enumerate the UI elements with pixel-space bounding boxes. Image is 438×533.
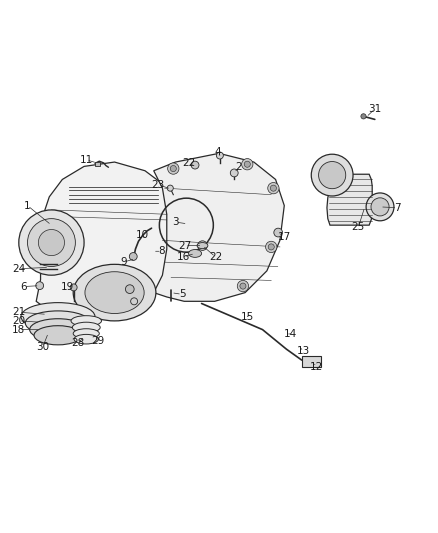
Text: 28: 28 [71,338,84,348]
Text: 8: 8 [158,246,165,256]
Text: 14: 14 [284,329,297,339]
Polygon shape [36,162,176,319]
Circle shape [361,114,366,119]
Circle shape [268,244,274,250]
Text: 12: 12 [310,361,324,372]
Circle shape [125,285,134,294]
Text: 25: 25 [352,222,365,232]
Text: 22: 22 [209,252,222,262]
Text: 19: 19 [61,282,74,293]
Circle shape [311,154,353,196]
Circle shape [28,219,75,266]
Ellipse shape [34,326,82,345]
Circle shape [167,185,173,191]
Circle shape [274,228,283,237]
Text: 31: 31 [368,104,381,114]
Ellipse shape [25,311,91,335]
Text: 21: 21 [12,307,25,317]
Circle shape [39,230,64,256]
Text: 7: 7 [394,203,401,213]
Circle shape [230,169,238,177]
Text: 3: 3 [172,217,179,227]
Text: 9: 9 [120,257,127,267]
Polygon shape [154,154,284,301]
Circle shape [131,298,138,305]
Text: 2: 2 [235,162,242,172]
Text: 22: 22 [182,158,195,168]
Text: 4: 4 [215,148,222,157]
Text: 20: 20 [12,316,25,326]
Text: 29: 29 [92,336,105,346]
Circle shape [240,283,246,289]
Ellipse shape [71,316,102,326]
Ellipse shape [188,249,201,257]
Text: 27: 27 [178,240,192,251]
Circle shape [191,161,199,169]
Text: 18: 18 [12,325,25,335]
Circle shape [366,193,394,221]
Circle shape [36,282,44,289]
Circle shape [371,198,389,216]
Text: 10: 10 [136,230,149,240]
Circle shape [244,161,251,167]
Text: 1: 1 [24,200,31,211]
Polygon shape [327,174,372,225]
Text: 30: 30 [36,342,49,352]
Circle shape [318,161,346,189]
Text: 6: 6 [21,281,27,292]
Circle shape [168,163,179,174]
Ellipse shape [73,264,156,321]
Circle shape [170,166,177,172]
Circle shape [237,280,249,292]
Text: 16: 16 [177,252,190,262]
Circle shape [70,284,77,291]
Circle shape [268,182,279,194]
Text: 17: 17 [278,232,291,242]
Circle shape [242,158,253,170]
Text: 13: 13 [297,346,311,357]
Circle shape [129,253,137,261]
Text: 11: 11 [80,155,93,165]
Circle shape [216,152,223,159]
Polygon shape [302,356,321,367]
Ellipse shape [21,303,95,330]
Ellipse shape [85,272,144,313]
Circle shape [265,241,277,253]
Ellipse shape [30,319,86,341]
Ellipse shape [72,322,100,333]
Text: 24: 24 [12,264,25,273]
Polygon shape [95,162,100,166]
Ellipse shape [73,329,99,338]
Text: 15: 15 [240,312,254,321]
Text: 23: 23 [152,180,165,190]
Circle shape [19,210,84,275]
Ellipse shape [74,334,99,344]
Text: 5: 5 [179,289,185,300]
Circle shape [198,241,207,251]
Circle shape [270,185,276,191]
Ellipse shape [197,243,208,249]
